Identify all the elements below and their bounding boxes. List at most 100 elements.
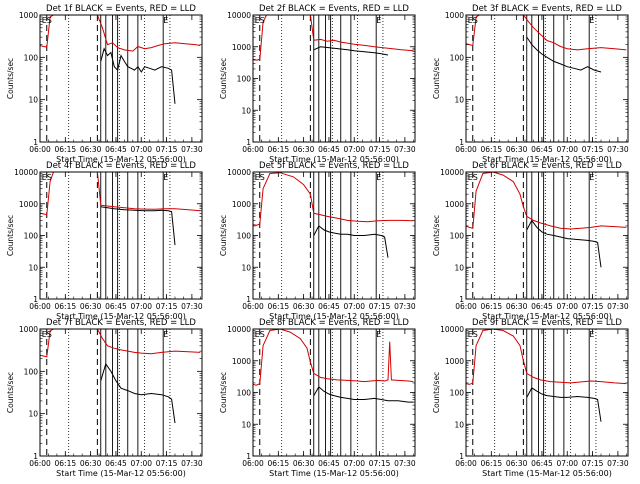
- x-tick-label: 06:45: [531, 302, 553, 311]
- marker-letter: E: [42, 330, 47, 339]
- x-tick-label: 06:15: [268, 145, 290, 154]
- x-tick-label: 06:15: [481, 459, 503, 468]
- x-tick-label: 07:30: [181, 302, 203, 311]
- panel-title: Det 3f BLACK = Events, RED = LLD: [472, 4, 622, 14]
- y-tick-label: 100: [450, 232, 465, 241]
- marker-letter: S: [47, 173, 52, 182]
- x-tick-label: 07:00: [130, 302, 152, 311]
- y-tick-label: 1000: [232, 357, 251, 366]
- marker-letter: S: [473, 330, 478, 339]
- x-tick-label: 06:00: [242, 302, 264, 311]
- y-axis-label: Counts/sec: [432, 58, 441, 99]
- series-group: [466, 15, 627, 73]
- series-group: [40, 15, 201, 104]
- series-group: [253, 15, 414, 61]
- x-tick-label: 07:30: [607, 302, 629, 311]
- x-tick-label: 06:30: [506, 302, 528, 311]
- x-tick-label: 06:15: [55, 459, 77, 468]
- x-tick-label: 06:30: [293, 459, 315, 468]
- y-tick-label: 1: [246, 452, 251, 461]
- lld-series-line: [40, 329, 201, 358]
- x-tick-label: 06:30: [506, 459, 528, 468]
- marker-letter: S: [47, 330, 52, 339]
- x-tick-label: 06:00: [242, 145, 264, 154]
- marker-letter: E: [468, 16, 473, 25]
- panel-title: Det 9f BLACK = Events, RED = LLD: [472, 318, 622, 328]
- marker-letter: E: [163, 330, 168, 339]
- y-tick-label: 100: [237, 75, 252, 84]
- event-markers: [259, 329, 384, 456]
- marker-letter: S: [260, 173, 265, 182]
- y-axis-label: Counts/sec: [219, 372, 228, 413]
- y-axis-label: Counts/sec: [6, 58, 15, 99]
- event-markers: [472, 15, 597, 142]
- x-tick-label: 06:00: [29, 145, 51, 154]
- x-tick-label: 07:30: [394, 302, 416, 311]
- lld-series-line: [40, 15, 201, 52]
- y-tick-label: 10: [28, 96, 38, 105]
- y-tick-label: 100: [24, 367, 39, 376]
- series-group: [466, 329, 627, 422]
- y-tick-label: 100: [24, 53, 39, 62]
- x-tick-label: 07:15: [582, 145, 604, 154]
- series-group: [40, 329, 201, 424]
- x-tick-label: 06:45: [105, 145, 127, 154]
- x-tick-label: 06:15: [268, 459, 290, 468]
- y-tick-label: 10: [454, 96, 464, 105]
- x-axis-label: Start Time (15-Mar-12 05:56:00): [482, 155, 612, 164]
- x-tick-label: 06:15: [55, 145, 77, 154]
- x-tick-label: 07:00: [343, 145, 365, 154]
- x-tick-label: 06:00: [29, 302, 51, 311]
- x-axis-label: Start Time (15-Mar-12 05:56:00): [56, 469, 186, 478]
- y-tick-label: 10000: [227, 325, 251, 334]
- y-tick-label: 1: [246, 295, 251, 304]
- y-tick-label: 100: [450, 53, 465, 62]
- x-tick-label: 07:15: [369, 302, 391, 311]
- x-tick-label: 06:45: [318, 302, 340, 311]
- x-tick-label: 07:30: [181, 145, 203, 154]
- x-tick-label: 07:15: [156, 145, 178, 154]
- x-tick-label: 06:00: [455, 459, 477, 468]
- events-series-line: [100, 206, 176, 246]
- lld-series-line: [466, 15, 627, 51]
- y-tick-label: 10000: [14, 168, 38, 177]
- marker-letter: E: [163, 173, 168, 182]
- x-tick-label: 07:00: [130, 145, 152, 154]
- marker-letter: E: [42, 173, 47, 182]
- panel-title: Det 7f BLACK = Events, RED = LLD: [46, 318, 196, 328]
- x-axis-label: Start Time (15-Mar-12 05:56:00): [56, 312, 186, 321]
- y-tick-label: 100: [237, 232, 252, 241]
- y-tick-label: 1: [33, 452, 38, 461]
- y-tick-label: 1: [33, 295, 38, 304]
- marker-letter: E: [589, 173, 594, 182]
- series-group: [466, 172, 627, 268]
- event-markers: [472, 172, 597, 299]
- marker-letter: E: [468, 330, 473, 339]
- events-series-line: [313, 386, 414, 403]
- events-series-line: [100, 47, 176, 104]
- y-tick-label: 1: [246, 138, 251, 147]
- marker-letter: E: [255, 173, 260, 182]
- y-tick-label: 1000: [445, 11, 464, 20]
- x-tick-label: 06:45: [105, 459, 127, 468]
- x-tick-label: 06:30: [293, 302, 315, 311]
- y-tick-label: 10000: [440, 168, 464, 177]
- x-tick-label: 07:00: [130, 459, 152, 468]
- lld-series-line: [253, 15, 414, 61]
- x-axis-label: Start Time (15-Mar-12 05:56:00): [482, 312, 612, 321]
- x-tick-label: 07:30: [394, 459, 416, 468]
- x-axis-label: Start Time (15-Mar-12 05:56:00): [269, 312, 399, 321]
- series-group: [253, 329, 414, 403]
- marker-letter: E: [468, 173, 473, 182]
- x-tick-label: 06:45: [318, 459, 340, 468]
- x-axis-label: Start Time (15-Mar-12 05:56:00): [56, 155, 186, 164]
- plot-frame: [39, 171, 203, 300]
